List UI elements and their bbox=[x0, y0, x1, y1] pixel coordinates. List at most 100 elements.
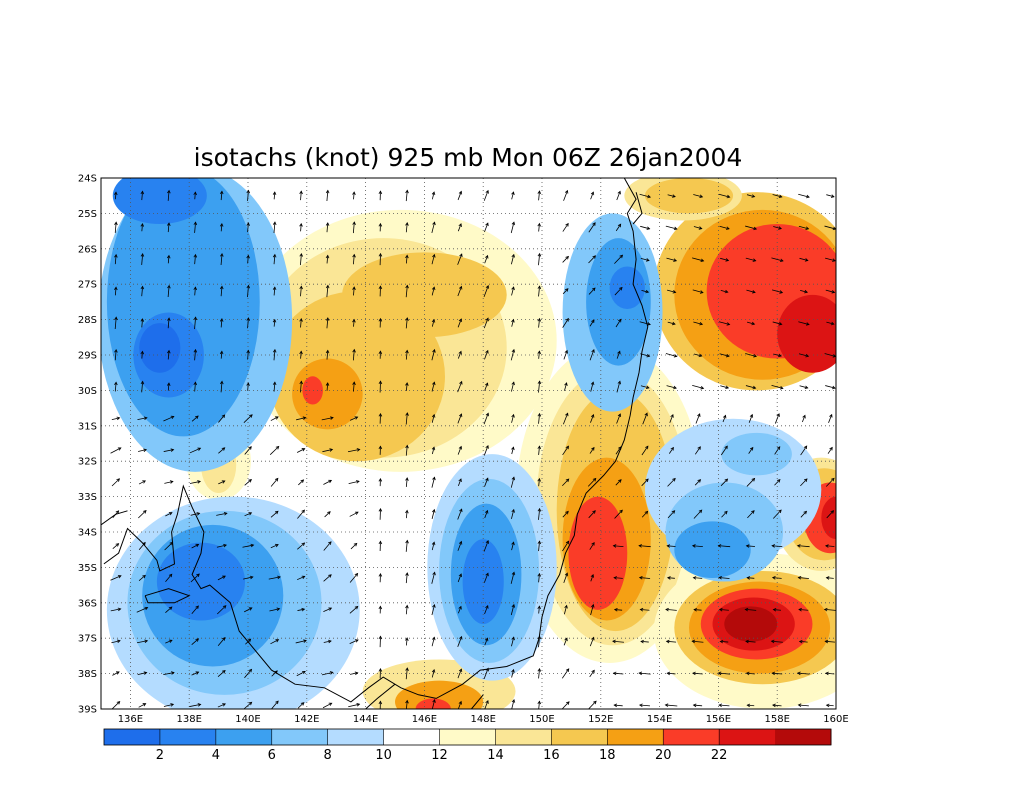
wind-arrow bbox=[405, 477, 409, 487]
wind-arrow bbox=[773, 353, 782, 358]
wind-arrow bbox=[323, 607, 333, 613]
wind-arrow bbox=[431, 541, 436, 551]
wind-arrow bbox=[537, 667, 542, 679]
wind-arrow bbox=[323, 574, 332, 582]
wind-arrow bbox=[590, 191, 595, 200]
wind-arrow bbox=[798, 225, 810, 230]
wind-arrow bbox=[746, 703, 755, 708]
wind-arrow bbox=[189, 480, 201, 484]
wind-arrow bbox=[537, 190, 542, 201]
wind-arrow bbox=[244, 446, 252, 455]
wind-arrow bbox=[246, 284, 251, 298]
wind-arrow bbox=[166, 254, 171, 264]
wind-arrow bbox=[297, 607, 306, 612]
wind-arrow bbox=[431, 348, 436, 361]
wind-arrow bbox=[537, 252, 542, 266]
wind-arrow bbox=[349, 416, 359, 421]
wind-arrow bbox=[537, 700, 542, 709]
wind-arrow bbox=[219, 350, 224, 359]
wind-arrow bbox=[189, 447, 202, 454]
wind-arrow bbox=[718, 575, 730, 580]
wind-arrow bbox=[746, 194, 756, 198]
wind-arrow bbox=[562, 255, 569, 263]
wind-arrow bbox=[325, 189, 330, 202]
colorbar-label: 14 bbox=[487, 748, 504, 763]
wind-arrow bbox=[405, 539, 409, 552]
wind-arrow bbox=[378, 668, 383, 679]
wind-arrow bbox=[616, 190, 621, 201]
wind-arrow bbox=[562, 510, 569, 518]
wind-arrow bbox=[219, 318, 224, 328]
wind-arrow bbox=[110, 607, 122, 612]
wind-arrow bbox=[638, 671, 651, 676]
wind-arrow bbox=[562, 317, 569, 328]
lat-tick-label: 31S bbox=[78, 421, 97, 432]
wind-arrow bbox=[246, 349, 250, 360]
wind-arrow bbox=[563, 349, 568, 360]
wind-arrow bbox=[589, 541, 595, 550]
wind-arrow bbox=[828, 413, 833, 423]
wind-arrow bbox=[693, 226, 703, 230]
wind-arrow bbox=[615, 446, 622, 455]
wind-arrow bbox=[457, 413, 463, 424]
wind-arrow bbox=[138, 480, 147, 485]
wind-arrow bbox=[323, 639, 332, 644]
wind-arrow bbox=[297, 702, 305, 709]
wind-arrow bbox=[668, 446, 674, 454]
wind-arrow bbox=[616, 413, 622, 424]
wind-arrow bbox=[325, 317, 330, 329]
wind-arrow bbox=[352, 348, 356, 361]
wind-arrow bbox=[217, 703, 226, 708]
wind-arrow bbox=[321, 416, 334, 421]
lon-tick-label: 148E bbox=[470, 714, 495, 725]
wind-arrow bbox=[800, 478, 808, 487]
wind-arrow bbox=[405, 604, 409, 615]
wind-arrow bbox=[457, 668, 463, 679]
wind-arrow bbox=[378, 605, 383, 614]
wind-arrow bbox=[405, 254, 409, 264]
coastline-segment bbox=[471, 694, 484, 709]
wind-arrow bbox=[164, 541, 174, 551]
wind-arrow bbox=[270, 416, 279, 421]
wind-arrow bbox=[405, 382, 409, 391]
wind-arrow bbox=[511, 668, 515, 678]
wind-arrow bbox=[457, 508, 463, 520]
wind-arrow bbox=[349, 572, 359, 583]
wind-arrow bbox=[511, 446, 515, 455]
colorbar-swatch bbox=[271, 729, 329, 745]
wind-arrow bbox=[321, 671, 334, 676]
lon-tick-label: 140E bbox=[235, 714, 260, 725]
wind-arrow bbox=[718, 193, 731, 199]
wind-arrow bbox=[747, 510, 755, 519]
wind-arrow bbox=[272, 286, 277, 296]
wind-arrow bbox=[746, 289, 756, 294]
wind-arrow bbox=[246, 189, 251, 201]
wind-arrow bbox=[163, 415, 175, 422]
lat-tick-label: 29S bbox=[78, 351, 97, 362]
wind-arrow bbox=[299, 350, 303, 359]
wind-arrow bbox=[457, 223, 462, 232]
wind-arrow bbox=[692, 576, 703, 580]
wind-arrow bbox=[615, 318, 622, 328]
lon-tick-label: 160E bbox=[823, 714, 848, 725]
wind-arrow bbox=[562, 540, 570, 552]
plot-frame bbox=[100, 177, 837, 710]
isotach-region-e-blue bbox=[674, 521, 751, 579]
wind-arrow bbox=[167, 317, 171, 329]
colorbar-swatch bbox=[663, 729, 720, 745]
wind-arrow bbox=[612, 544, 624, 548]
wind-arrow bbox=[325, 222, 330, 233]
coastline bbox=[101, 178, 649, 709]
lat-tick-label: 37S bbox=[78, 634, 97, 645]
wind-arrow bbox=[269, 445, 280, 455]
wind-arrow bbox=[613, 703, 623, 708]
wind-arrow bbox=[349, 639, 359, 644]
wind-arrow bbox=[825, 671, 835, 676]
wind-arrow bbox=[694, 446, 701, 455]
wind-arrow bbox=[590, 381, 595, 392]
wind-arrow bbox=[165, 606, 173, 613]
wind-arrow bbox=[220, 380, 224, 393]
wind-arrow bbox=[484, 509, 489, 519]
wind-arrow bbox=[165, 512, 173, 517]
wind-arrow bbox=[111, 639, 121, 644]
